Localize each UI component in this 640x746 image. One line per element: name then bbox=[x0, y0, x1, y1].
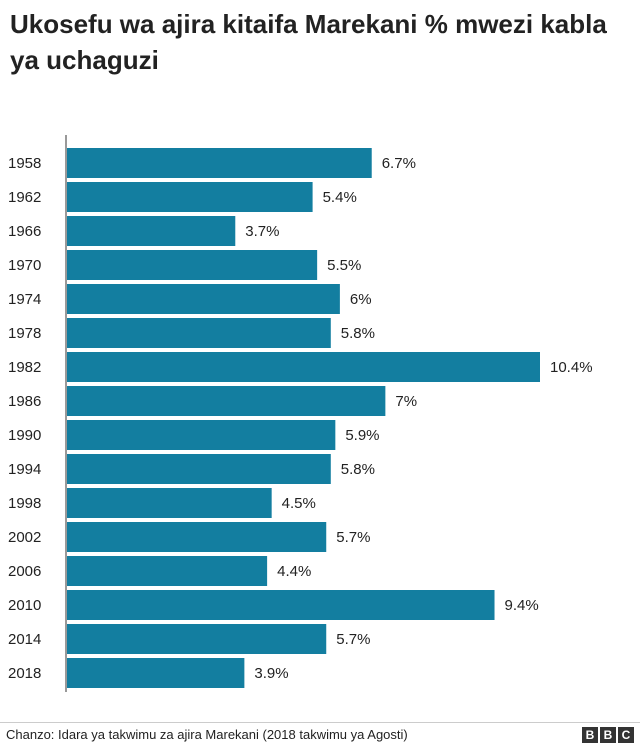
bar bbox=[67, 454, 331, 484]
y-tick-label: 1998 bbox=[8, 495, 41, 512]
y-tick-label: 2014 bbox=[8, 631, 41, 648]
bar bbox=[67, 488, 272, 518]
data-label: 5.4% bbox=[323, 189, 357, 206]
y-tick-label: 2002 bbox=[8, 529, 41, 546]
data-label: 6.7% bbox=[382, 155, 416, 172]
bar bbox=[67, 352, 540, 382]
y-tick-label: 2018 bbox=[8, 665, 41, 682]
y-tick-label: 1978 bbox=[8, 325, 41, 342]
data-label: 4.4% bbox=[277, 563, 311, 580]
data-label: 5.8% bbox=[341, 325, 375, 342]
y-tick-label: 1966 bbox=[8, 223, 41, 240]
data-label: 5.5% bbox=[327, 257, 361, 274]
footer-divider bbox=[0, 722, 640, 723]
bar bbox=[67, 522, 327, 552]
data-label: 4.5% bbox=[282, 495, 316, 512]
bar bbox=[67, 216, 236, 246]
data-label: 5.9% bbox=[345, 427, 379, 444]
y-tick-label: 1982 bbox=[8, 359, 41, 376]
data-label: 5.7% bbox=[336, 631, 370, 648]
bbc-logo-letter: B bbox=[582, 727, 598, 743]
data-label: 9.4% bbox=[505, 597, 539, 614]
data-label: 5.7% bbox=[336, 529, 370, 546]
bar bbox=[67, 182, 313, 212]
bar bbox=[67, 658, 245, 688]
bar bbox=[67, 386, 386, 416]
data-label: 6% bbox=[350, 291, 372, 308]
y-tick-label: 1990 bbox=[8, 427, 41, 444]
y-tick-label: 1958 bbox=[8, 155, 41, 172]
y-tick-label: 1970 bbox=[8, 257, 41, 274]
bbc-logo-letter: B bbox=[600, 727, 616, 743]
chart-title: Ukosefu wa ajira kitaifa Marekani % mwez… bbox=[10, 9, 607, 75]
bar bbox=[67, 590, 495, 620]
y-tick-label: 2010 bbox=[8, 597, 41, 614]
y-tick-label: 1974 bbox=[8, 291, 41, 308]
bar bbox=[67, 556, 268, 586]
bar bbox=[67, 624, 327, 654]
bar-chart: 1958 6.7% 1962 5.4% 1966 3.7% 1970 5.5% 1974 6% 19… bbox=[8, 135, 593, 692]
bbc-logo-letter: C bbox=[618, 727, 634, 743]
data-label: 5.8% bbox=[341, 461, 375, 478]
y-tick-label: 2006 bbox=[8, 563, 41, 580]
data-label: 3.7% bbox=[245, 223, 279, 240]
bar bbox=[67, 284, 340, 314]
data-label: 7% bbox=[395, 393, 417, 410]
source-note: Chanzo: Idara ya takwimu za ajira Mareka… bbox=[6, 727, 408, 742]
bar bbox=[67, 420, 336, 450]
y-tick-label: 1986 bbox=[8, 393, 41, 410]
bar bbox=[67, 318, 331, 348]
y-tick-label: 1994 bbox=[8, 461, 41, 478]
data-label: 10.4% bbox=[550, 359, 593, 376]
y-tick-label: 1962 bbox=[8, 189, 41, 206]
bbc-logo: B B C bbox=[582, 727, 634, 743]
bar bbox=[67, 250, 318, 280]
bar bbox=[67, 148, 372, 178]
data-label: 3.9% bbox=[254, 665, 288, 682]
